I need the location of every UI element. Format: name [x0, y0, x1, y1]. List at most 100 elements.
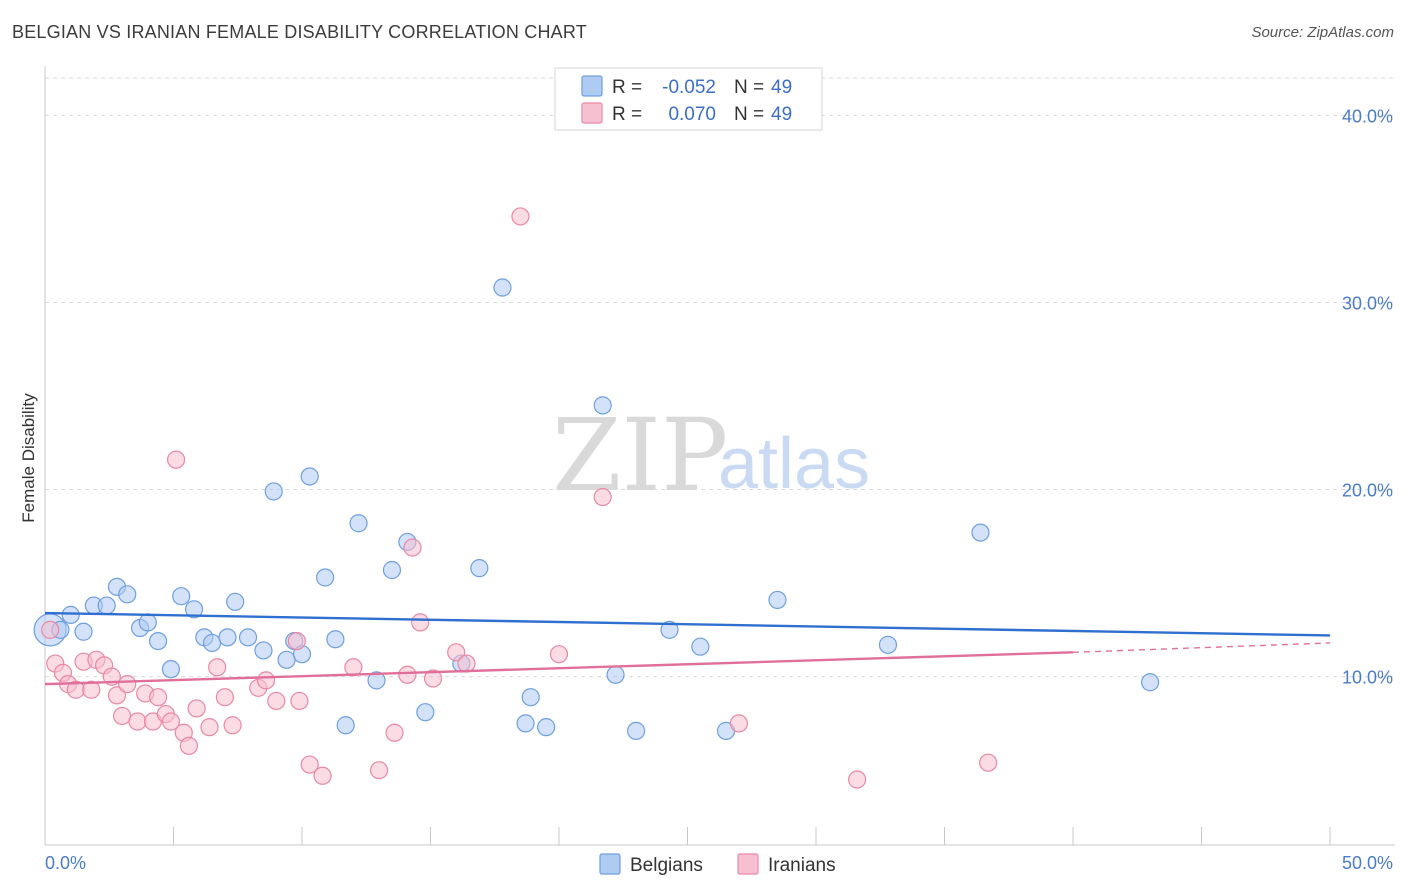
y-tick-label: 40.0%: [1342, 106, 1393, 126]
belgians-point: [74, 622, 93, 641]
iranians-point: [593, 487, 612, 507]
chart-title: BELGIAN VS IRANIAN FEMALE DISABILITY COR…: [12, 22, 587, 42]
legend-r-value-belgians: -0.052: [662, 77, 716, 98]
axes: [44, 66, 1395, 846]
belgians-point: [61, 605, 80, 625]
iranians-point: [300, 755, 319, 774]
iranians-point: [82, 680, 101, 699]
iranians-point: [179, 736, 199, 755]
correlation-legend: R = -0.052 N = 49 R = 0.070 N = 49: [554, 67, 823, 131]
y-tick-label: 20.0%: [1342, 481, 1393, 501]
y-tick-labels: 10.0% 20.0% 30.0% 40.0%: [1342, 106, 1393, 687]
belgians-point: [316, 568, 335, 587]
belgians-point: [1140, 673, 1160, 692]
belgians-point: [606, 665, 625, 684]
y-tick-label: 10.0%: [1342, 668, 1393, 688]
iranians-point: [549, 645, 569, 664]
iranians-point: [112, 706, 132, 726]
bottom-legend-label-iranians: Iranians: [768, 855, 836, 876]
belgians-point: [516, 714, 535, 733]
iranians-point: [187, 699, 206, 718]
belgians-point: [226, 592, 245, 611]
belgians-point: [691, 637, 710, 656]
belgians-point: [336, 716, 355, 735]
series-legend: Belgians Iranians: [599, 853, 836, 876]
iranians-point: [161, 712, 181, 731]
belgians-point: [202, 633, 222, 653]
legend-swatch-belgians: [581, 75, 603, 97]
iranians-point: [287, 631, 306, 651]
iranians-point: [107, 686, 127, 705]
iranians-point: [423, 669, 443, 688]
belgians-point: [537, 718, 556, 737]
iranians-point: [848, 770, 867, 789]
iranians-point: [344, 658, 363, 677]
legend-r-label-belgians: R =: [612, 77, 642, 98]
y-tick-label: 30.0%: [1342, 293, 1393, 313]
trendlines: [44, 611, 1331, 686]
legend-r-label-iranians: R =: [612, 104, 642, 125]
belgians-point: [300, 467, 319, 486]
iranians-point: [290, 691, 309, 711]
belgians-point: [277, 650, 296, 669]
belgians-point: [768, 590, 787, 610]
legend-n-label-iranians: N =: [734, 104, 764, 125]
iranians-point: [148, 688, 168, 707]
iranians-point: [313, 766, 332, 785]
x-tick-label-min: 0.0%: [45, 853, 86, 873]
iranians-point: [511, 207, 530, 226]
iranians-point: [370, 761, 389, 780]
legend-r-value-iranians: 0.070: [668, 104, 716, 125]
belgians-point: [470, 559, 489, 578]
grid-lines: [45, 77, 1395, 678]
source-credit: Source: ZipAtlas.com: [1251, 24, 1394, 41]
belgians-point: [660, 620, 679, 639]
belgians-point: [118, 585, 137, 604]
belgians-point: [971, 523, 990, 542]
belgians-point: [326, 630, 345, 649]
y-axis-label: Female Disability: [19, 393, 38, 523]
iranians-point: [223, 716, 242, 735]
belgians-point: [521, 688, 540, 707]
belgians-point: [172, 587, 191, 606]
iranians-point: [200, 718, 219, 737]
belgians-point: [626, 721, 646, 740]
iranians-point: [267, 691, 286, 711]
legend-swatch-iranians: [581, 102, 603, 124]
iranians-point: [166, 450, 186, 469]
belgians-point: [184, 600, 204, 619]
iranians-point: [118, 675, 137, 694]
belgians-point: [264, 482, 283, 501]
belgians-point: [367, 671, 386, 690]
legend-n-value-belgians: 49: [771, 77, 792, 98]
belgians-trendline: [44, 611, 1331, 637]
belgians-point: [493, 278, 512, 297]
watermark-atlas: atlas: [718, 424, 870, 504]
iranians-point: [215, 688, 234, 707]
bottom-legend-swatch-iranians: [737, 853, 759, 875]
belgians-point: [138, 613, 157, 632]
iranians-point: [447, 643, 466, 662]
belgians-point: [349, 514, 368, 533]
iranians-point: [457, 654, 476, 673]
x-tick-labels: 0.0% 50.0%: [45, 853, 1393, 873]
iranians-point: [403, 538, 422, 557]
belgians-point: [238, 628, 258, 647]
belgians-point: [161, 660, 181, 679]
watermark-zip: ZIP: [552, 397, 728, 514]
iranians-trendline-extension: [1072, 642, 1331, 654]
belgians-point: [148, 631, 168, 651]
iranians-point: [385, 723, 404, 742]
x-tick-label-max: 50.0%: [1342, 853, 1393, 873]
iranians-point: [128, 712, 147, 731]
bottom-legend-swatch-belgians: [599, 853, 621, 875]
iranians-trendline: [44, 651, 1074, 686]
belgians-point: [254, 641, 273, 660]
iranians-point: [979, 753, 998, 772]
iranians-point: [411, 613, 430, 632]
bottom-legend-label-belgians: Belgians: [630, 855, 703, 876]
iranians-point: [208, 658, 227, 677]
belgians-point: [593, 396, 612, 415]
belgians-point: [878, 635, 898, 654]
